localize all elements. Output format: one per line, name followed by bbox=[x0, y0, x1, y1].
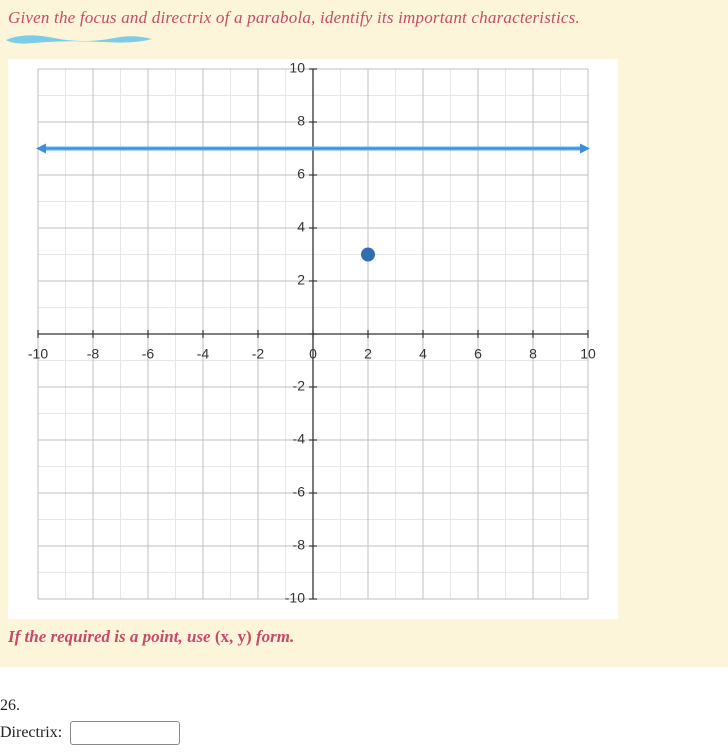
instruction-text: If the required is a point, use (x, y) f… bbox=[8, 627, 720, 647]
svg-text:-6: -6 bbox=[142, 345, 155, 361]
instruction-prefix: If the required is a point, use bbox=[8, 627, 215, 646]
svg-text:-2: -2 bbox=[293, 378, 306, 394]
svg-text:-10: -10 bbox=[28, 345, 48, 361]
svg-text:-6: -6 bbox=[293, 484, 306, 500]
svg-text:2: 2 bbox=[297, 272, 305, 288]
answer-label: Directrix: bbox=[0, 724, 62, 742]
svg-text:10: 10 bbox=[580, 345, 596, 361]
svg-text:-2: -2 bbox=[252, 345, 265, 361]
svg-text:-10: -10 bbox=[285, 590, 305, 606]
instruction-suffix: form. bbox=[252, 627, 295, 646]
svg-text:-4: -4 bbox=[197, 345, 210, 361]
svg-text:-8: -8 bbox=[87, 345, 100, 361]
svg-text:4: 4 bbox=[297, 219, 305, 235]
svg-text:2: 2 bbox=[364, 345, 372, 361]
svg-text:4: 4 bbox=[419, 345, 427, 361]
answer-section: 26. Directrix: bbox=[0, 667, 728, 755]
answer-row: Directrix: bbox=[0, 721, 728, 745]
svg-text:6: 6 bbox=[474, 345, 482, 361]
svg-text:8: 8 bbox=[297, 113, 305, 129]
directrix-input[interactable] bbox=[70, 721, 180, 745]
prompt-text: Given the focus and directrix of a parab… bbox=[8, 8, 720, 28]
svg-text:8: 8 bbox=[529, 345, 537, 361]
svg-text:0: 0 bbox=[309, 345, 317, 361]
svg-text:-4: -4 bbox=[293, 431, 306, 447]
svg-text:10: 10 bbox=[289, 60, 305, 76]
svg-text:-8: -8 bbox=[293, 537, 306, 553]
instruction-math: (x, y) bbox=[215, 627, 252, 646]
grid-svg: -10 -8 -6 -4 -2 0 2 4 6 8 10 2 4 6 8 10 -2 -4 -6 -8 -10 bbox=[8, 59, 618, 619]
svg-text:6: 6 bbox=[297, 166, 305, 182]
question-number: 26. bbox=[0, 697, 728, 715]
highlight-scribble bbox=[4, 30, 154, 48]
coordinate-grid: -10 -8 -6 -4 -2 0 2 4 6 8 10 2 4 6 8 10 -2 -4 -6 -8 -10 bbox=[8, 59, 618, 619]
problem-container: Given the focus and directrix of a parab… bbox=[0, 0, 728, 667]
